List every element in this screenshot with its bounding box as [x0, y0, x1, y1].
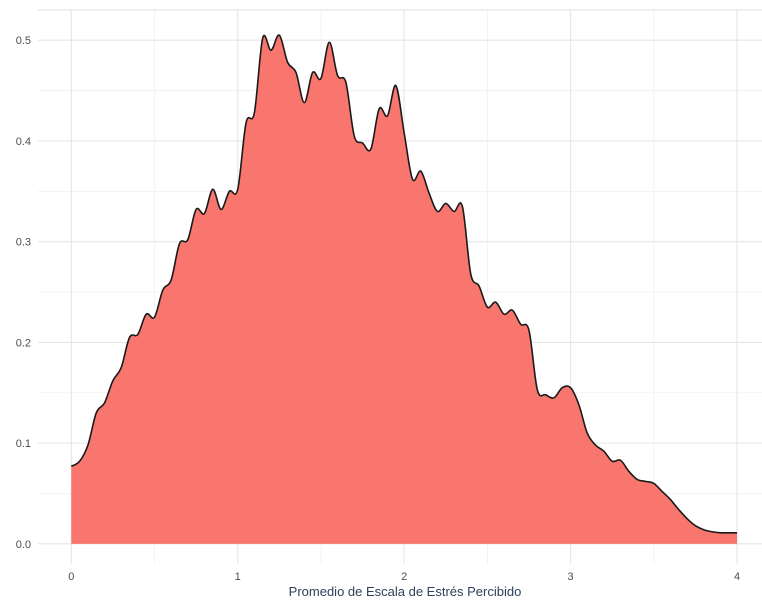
- y-tick-label: 0.5: [16, 35, 31, 47]
- x-tick-label: 4: [734, 571, 740, 583]
- y-tick-label: 0.3: [16, 237, 31, 249]
- y-tick-label: 0.1: [16, 438, 31, 450]
- y-tick-label: 0.2: [16, 337, 31, 349]
- x-axis-title: Promedio de Escala de Estrés Percibido: [289, 584, 522, 599]
- density-area: [71, 35, 738, 544]
- x-tick-label: 0: [68, 571, 74, 583]
- y-tick-labels: 0.0 0.1 0.2 0.3 0.4 0.5: [16, 35, 31, 551]
- y-tick-label: 0.0: [16, 539, 31, 551]
- y-tick-label: 0.4: [16, 136, 31, 148]
- x-tick-label: 2: [401, 571, 407, 583]
- density-outline: [70, 34, 738, 534]
- x-tick-label: 1: [235, 571, 241, 583]
- x-tick-label: 3: [568, 571, 574, 583]
- density-layer: [70, 34, 738, 544]
- x-tick-labels: 0 1 2 3 4: [68, 571, 740, 583]
